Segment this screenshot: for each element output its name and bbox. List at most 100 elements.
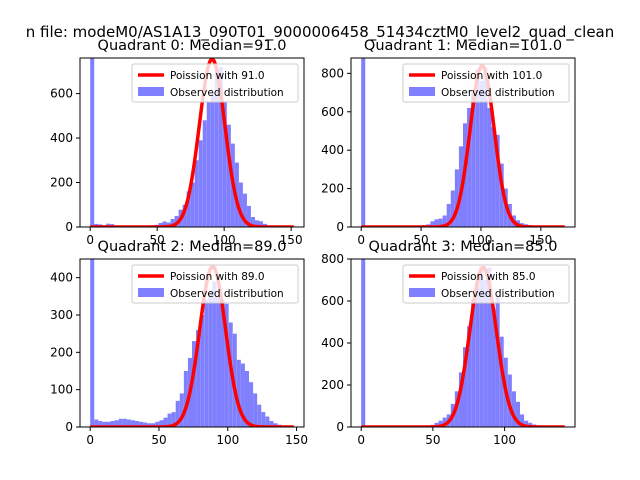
y-tick-label: 200 <box>321 378 344 392</box>
histogram-bar <box>475 69 480 227</box>
axes-frame <box>350 57 576 228</box>
histogram-bar <box>454 169 459 227</box>
histogram-bar <box>479 267 484 427</box>
histogram-bar <box>244 371 250 427</box>
y-tick-label: 800 <box>321 252 344 266</box>
histogram-bar <box>114 420 119 427</box>
x-tick-label: 150 <box>280 233 303 247</box>
y-tick-label: 200 <box>321 182 344 196</box>
x-tick-label: 50 <box>150 233 165 247</box>
histogram-bar <box>361 58 366 227</box>
histogram-bar <box>442 417 447 427</box>
histogram-bar <box>434 219 439 227</box>
histogram-bar <box>171 412 176 427</box>
axes-frame <box>79 57 305 228</box>
y-tick-label: 100 <box>50 383 73 397</box>
histogram-bar <box>238 182 243 227</box>
legend-entry-poisson: Poission with 89.0 <box>170 271 265 283</box>
histogram-bar <box>134 421 140 427</box>
histogram-bar <box>226 124 231 227</box>
histogram-bar <box>467 326 472 427</box>
histogram-bar <box>458 372 463 427</box>
x-tick-label: 100 <box>493 433 516 447</box>
histogram-bar <box>163 417 168 427</box>
histogram-bar <box>273 423 278 427</box>
y-tick-label: 0 <box>65 420 73 434</box>
histogram-bar <box>155 421 160 427</box>
histogram-bar <box>106 421 111 427</box>
y-tick-label: 400 <box>50 271 73 285</box>
legend: Poission with 91.0 Observed distribution <box>131 63 299 103</box>
x-tick-label: 0 <box>357 233 365 247</box>
histogram-bar <box>438 218 443 227</box>
histogram-bar <box>182 204 187 227</box>
histogram-bar <box>94 419 99 427</box>
histogram-bar <box>261 412 266 427</box>
histogram-bar <box>491 127 496 227</box>
histogram-bar <box>249 382 254 427</box>
y-tick-label: 600 <box>321 294 344 308</box>
histogram-bar <box>250 216 255 227</box>
histogram-bar <box>212 281 217 427</box>
histogram-bar <box>202 120 207 227</box>
histogram-bar <box>139 421 144 427</box>
x-tick-label: 0 <box>86 433 94 447</box>
legend-entry-poisson: Poission with 85.0 <box>441 271 536 283</box>
histogram-bar <box>175 400 180 427</box>
panel-title: Quadrant 2: Median=89.0 <box>98 239 287 255</box>
panel-quadrant-1: 0 50 100 150 0 200 400 600 800 Poission with 101.… <box>321 38 576 247</box>
panel-quadrant-3: 0 50 100 0 200 400 600 800 Poission with 85.0 Obs… <box>321 239 576 447</box>
histogram-bar <box>222 101 227 227</box>
histogram-bar <box>257 404 262 427</box>
y-tick-label: 800 <box>321 66 344 80</box>
legend-bar-swatch <box>138 87 164 96</box>
histogram-bar <box>438 420 443 427</box>
legend-bar-swatch <box>409 87 435 96</box>
histogram-bar <box>495 296 500 427</box>
histogram-bar <box>102 421 107 427</box>
y-tick-label: 200 <box>50 176 73 190</box>
legend: Poission with 85.0 Observed distribution <box>402 264 570 304</box>
x-tick-label: 50 <box>413 233 428 247</box>
x-tick-label: 50 <box>151 433 166 447</box>
histogram-bar <box>151 423 156 427</box>
histogram-bar <box>204 300 209 427</box>
histogram-bar <box>130 420 135 427</box>
legend-entry-observed: Observed distribution <box>170 288 284 300</box>
histogram-bar <box>467 107 472 227</box>
histogram-bar <box>147 423 152 427</box>
histogram-bar <box>430 221 435 227</box>
histogram-bar <box>216 296 221 427</box>
y-tick-label: 400 <box>321 143 344 157</box>
histogram-bar <box>361 259 366 427</box>
legend-box <box>131 264 299 304</box>
histogram-bar <box>126 419 131 427</box>
histogram-bar <box>487 267 492 427</box>
histogram-bar <box>254 220 259 227</box>
legend-box <box>131 63 299 103</box>
panel-title: Quadrant 0: Median=91.0 <box>98 38 287 54</box>
histogram-bar <box>434 422 439 427</box>
histogram-bar <box>450 190 455 227</box>
y-tick-label: 400 <box>50 131 73 145</box>
histogram-bar <box>159 420 164 427</box>
histogram-bar <box>200 315 205 427</box>
legend-entry-observed: Observed distribution <box>170 87 284 99</box>
histogram-bar <box>110 421 115 427</box>
histogram-bar <box>483 67 488 227</box>
histogram-bar <box>196 329 201 427</box>
legend-entry-poisson: Poission with 91.0 <box>170 70 265 82</box>
x-tick-label: 0 <box>357 433 365 447</box>
histogram-bar <box>463 347 468 427</box>
histogram-bar <box>170 218 175 227</box>
histogram-bar <box>190 182 195 227</box>
histogram-bar <box>471 298 476 427</box>
legend-box <box>402 264 570 304</box>
x-tick-label: 50 <box>425 433 440 447</box>
y-tick-label: 300 <box>50 308 73 322</box>
legend-entry-observed: Observed distribution <box>441 87 555 99</box>
y-tick-label: 200 <box>50 345 73 359</box>
histogram-bar <box>520 414 525 427</box>
panel-title: Quadrant 1: Median=101.0 <box>364 38 562 54</box>
